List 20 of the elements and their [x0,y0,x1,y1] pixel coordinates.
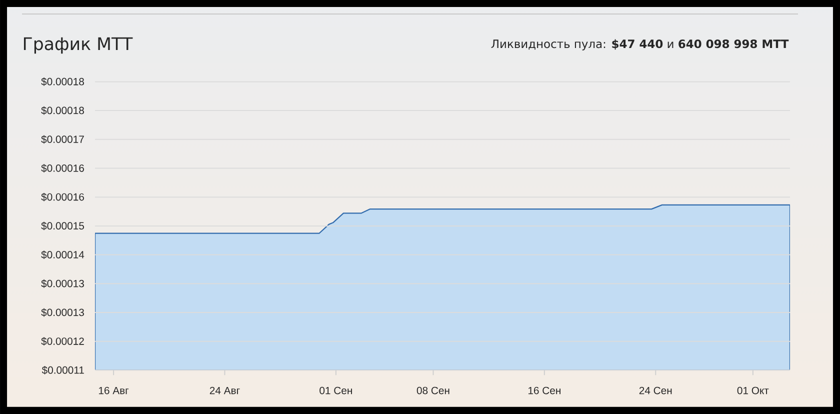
y-tick-label: $0.00016 [41,192,84,202]
y-tick-label: $0.00014 [41,250,84,259]
y-tick-label: $0.00013 [41,279,84,288]
y-tick-label: $0.00016 [41,164,84,172]
chart-subtitle: Ликвидность пула: $47 440 и 640 098 998 МТТ [491,39,789,50]
x-tick-label: 01 Сен [320,386,352,394]
y-tick-label: $0.00018 [41,106,84,115]
y-tick-label: $0.00018 [41,77,84,86]
y-tick-label: $0.00012 [41,337,84,346]
x-tick-label: 16 Сен [528,386,560,394]
y-tick-label: $0.00017 [41,135,84,144]
chart-title: График МТТ [24,37,133,54]
x-tick-label: 16 Авг [98,386,129,394]
y-tick-label: $0.00015 [41,222,84,230]
x-tick-label: 01 Окт [737,386,769,394]
x-tick-label: 24 Авг [210,386,240,394]
x-tick-label: 08 Сен [416,386,450,394]
x-tick-label: 24 Сен [639,386,672,394]
y-tick-label: $0.00011 [42,366,84,374]
y-tick-label: $0.00013 [41,308,84,317]
